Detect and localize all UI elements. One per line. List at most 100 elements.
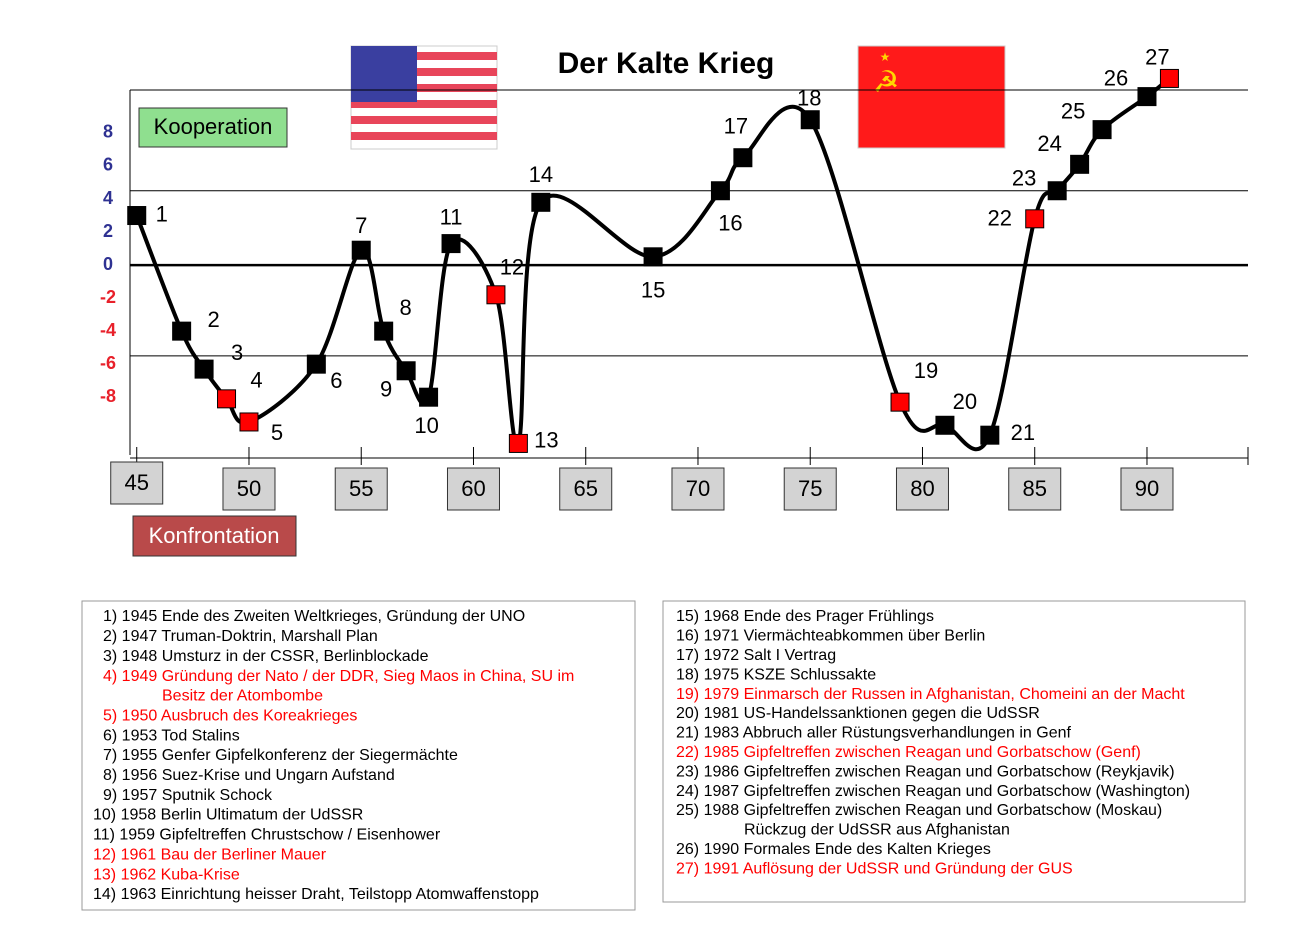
marker [194,359,214,379]
event-text: 15) 1968 Ende des Prager Frühlings [676,608,934,625]
x-tick-box [1120,467,1174,511]
y-tick-label: -4 [100,320,116,340]
x-tick-box [446,467,500,511]
point-label: 27 [1145,44,1169,69]
point-label: 18 [797,86,821,111]
point-label: 23 [1012,166,1036,191]
marker [935,415,955,435]
event-text: 23) 1986 Gipfeltreffen zwischen Reagan u… [676,763,1175,780]
x-tick-label: 75 [798,476,822,501]
chart-title: Der Kalte Krieg [558,47,775,80]
point-label: 21 [1011,420,1035,445]
y-tick-label: -6 [100,353,116,373]
x-tick-label: 55 [349,476,373,501]
x-tick-box [1008,467,1062,511]
point-label: 2 [208,307,220,332]
marker [486,285,506,305]
marker [643,247,663,267]
point-label: 26 [1104,65,1128,90]
legend-label: Konfrontation [149,523,280,548]
svg-text:☭: ☭ [873,66,900,99]
marker [733,148,753,168]
x-tick-box [222,467,276,511]
point-label: 22 [987,206,1011,231]
marker [980,425,1000,445]
marker [239,412,259,432]
marker [1159,68,1179,88]
y-tick-label: -2 [100,287,116,307]
point-label: 24 [1037,131,1061,156]
event-text: 12) 1961 Bau der Berliner Mauer [93,846,327,863]
event-text: 1) 1945 Ende des Zweiten Weltkrieges, Gr… [103,608,525,625]
event-text: 11) 1959 Gipfeltreffen Chrustschow / Eis… [93,827,441,844]
marker [127,206,147,226]
marker [890,392,910,412]
event-text: 13) 1962 Kuba-Krise [93,866,240,883]
point-label: 13 [534,427,558,452]
x-tick-box [895,467,949,511]
marker [419,387,439,407]
x-tick-box [334,467,388,511]
x-tick-label: 45 [124,470,148,495]
event-text: 21) 1983 Abbruch aller Rüstungsverhandlu… [676,725,1071,742]
point-label: 6 [330,368,342,393]
x-tick-box [559,467,613,511]
event-text: 19) 1979 Einmarsch der Russen in Afghani… [676,686,1185,703]
point-label: 11 [440,204,463,229]
x-tick-label: 85 [1022,476,1046,501]
event-text: 6) 1953 Tod Stalins [103,727,240,744]
event-text: 9) 1957 Sputnik Schock [103,787,273,804]
marker [374,321,394,341]
event-text: 17) 1972 Salt I Vertrag [676,647,836,664]
event-text: 5) 1950 Ausbruch des Koreakrieges [103,707,357,724]
event-text: 10) 1958 Berlin Ultimatum der UdSSR [93,807,363,824]
event-text: 18) 1975 KSZE Schlussakte [676,666,876,683]
marker [710,181,730,201]
event-text: 4) 1949 Gründung der Nato / der DDR, Sie… [103,668,574,685]
marker [800,110,820,130]
y-tick-label: 6 [103,155,113,175]
point-label: 20 [953,389,977,414]
x-tick-box [671,467,725,511]
event-text: 7) 1955 Genfer Gipfelkonferenz der Siege… [103,747,458,764]
point-label: 1 [156,201,168,226]
point-label: 15 [641,278,665,303]
marker [172,321,192,341]
y-tick-label: 4 [103,188,113,208]
point-label: 8 [400,295,412,320]
y-tick-label: -8 [100,386,116,406]
marker [1092,120,1112,140]
x-tick-label: 80 [910,476,934,501]
x-tick-label: 60 [461,476,485,501]
x-tick-box [110,461,164,505]
point-label: 10 [414,413,438,438]
point-label: 9 [380,377,392,402]
x-tick-label: 50 [237,476,261,501]
marker [306,354,326,374]
y-tick-label: 2 [103,221,113,241]
y-tick-label: 0 [103,254,113,274]
y-tick-label: 8 [103,122,113,142]
marker [1025,209,1045,229]
marker [1070,154,1090,174]
svg-text:★: ★ [880,50,891,64]
us-flag [350,45,498,150]
point-label: 7 [355,213,367,238]
events: 1) 1945 Ende des Zweiten Weltkrieges, Gr… [81,600,1246,911]
event-text: 24) 1987 Gipfeltreffen zwischen Reagan u… [676,783,1190,800]
event-text: 27) 1991 Auflösung der UdSSR und Gründun… [676,860,1073,877]
event-text: 14) 1963 Einrichtung heisser Draht, Teil… [93,886,539,903]
event-text: 20) 1981 US-Handelssanktionen gegen die … [676,705,1040,722]
point-label: 19 [914,358,938,383]
event-text: 16) 1971 Viermächteabkommen über Berlin [676,628,985,645]
marker [217,389,237,409]
point-label: 4 [250,368,262,393]
marker [531,192,551,212]
x-tick-label: 90 [1135,476,1159,501]
event-text: 26) 1990 Formales Ende des Kalten Kriege… [676,841,991,858]
soviet-flag: ☭ ★ [857,45,1006,149]
legend-box [132,515,297,557]
event-text: 25) 1988 Gipfeltreffen zwischen Reagan u… [676,802,1162,819]
